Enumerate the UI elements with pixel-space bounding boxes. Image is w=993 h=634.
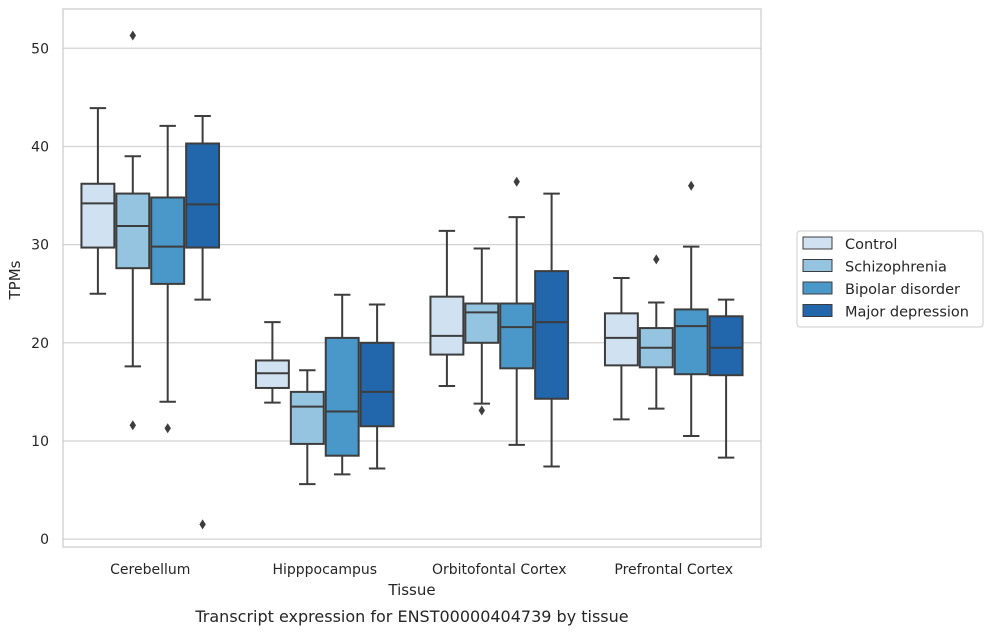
- box-iqr: [185, 142, 221, 249]
- y-tick-labels: 0 10 20 30 40 50: [31, 41, 49, 548]
- legend-swatch: [802, 281, 833, 295]
- box-iqr: [289, 390, 325, 445]
- box-iqr: [359, 341, 395, 428]
- y-tick-label: 0: [40, 532, 49, 548]
- legend-label: Major depression: [845, 305, 969, 321]
- box-group: [708, 298, 744, 459]
- box-group: [150, 124, 186, 434]
- outlier-point: [164, 423, 171, 434]
- box-iqr: [673, 308, 709, 376]
- box-iqr: [464, 302, 500, 344]
- outlier-point: [199, 519, 206, 530]
- box-iqr: [80, 182, 116, 249]
- y-tick-label: 50: [31, 41, 49, 57]
- chart-caption: Transcript expression for ENST0000040473…: [194, 607, 628, 626]
- box-iqr: [324, 336, 360, 457]
- box-group: [289, 369, 325, 486]
- box-group: [115, 30, 151, 431]
- x-tick-label: Cerebellum: [110, 562, 190, 578]
- box-group: [603, 277, 639, 421]
- outlier-point: [478, 405, 485, 416]
- box-group: [429, 229, 465, 387]
- box-iqr: [708, 315, 744, 377]
- legend-label: Control: [845, 237, 897, 253]
- box-group: [324, 293, 360, 476]
- x-tick-label: Hipppocampus: [272, 562, 377, 578]
- box-iqr: [115, 192, 151, 270]
- box-group: [499, 176, 535, 446]
- outlier-point: [653, 254, 660, 265]
- outlier-point: [513, 176, 520, 187]
- x-tick-label: Orbitofontal Cortex: [432, 562, 567, 578]
- x-tick-label: Prefrontal Cortex: [614, 562, 733, 578]
- box-iqr: [429, 295, 465, 356]
- y-tick-label: 40: [31, 139, 49, 155]
- x-tick-labels: Cerebellum Hipppocampus Orbitofontal Corte…: [110, 562, 733, 578]
- legend-swatch: [802, 236, 833, 250]
- outlier-point: [129, 30, 136, 41]
- plot-frame: [62, 8, 762, 548]
- box-group: [80, 107, 116, 295]
- outlier-point: [688, 180, 695, 191]
- legend-item: Bipolar disorder: [802, 281, 960, 298]
- y-tick-label: 30: [31, 238, 49, 254]
- box-group: [359, 303, 395, 470]
- box-iqr: [150, 196, 186, 285]
- legend-label: Schizophrenia: [845, 260, 947, 276]
- legend-item: Major depression: [802, 304, 969, 321]
- box-iqr: [534, 270, 570, 400]
- box-groups: [80, 30, 744, 530]
- y-axis-label: TPMs: [6, 260, 24, 300]
- y-tick-label: 20: [31, 336, 49, 352]
- legend-swatch: [802, 304, 833, 317]
- box-group: [254, 321, 290, 404]
- box-group: [464, 247, 500, 416]
- box-group: [638, 254, 674, 410]
- legend: Control Schizophrenia Bipolar disorder Majo…: [796, 230, 984, 328]
- legend-label: Bipolar disorder: [845, 282, 960, 298]
- box-group: [185, 115, 221, 530]
- box-group: [534, 192, 570, 468]
- legend-item: Control: [802, 236, 897, 253]
- box-group: [673, 180, 709, 438]
- x-axis-label: Tissue: [387, 581, 435, 599]
- legend-frame: [796, 230, 984, 328]
- legend-item: Schizophrenia: [802, 259, 947, 276]
- y-tick-label: 10: [31, 434, 49, 450]
- outlier-point: [129, 420, 136, 431]
- box-iqr: [603, 312, 639, 367]
- legend-swatch: [802, 259, 833, 272]
- box-iqr: [499, 302, 535, 370]
